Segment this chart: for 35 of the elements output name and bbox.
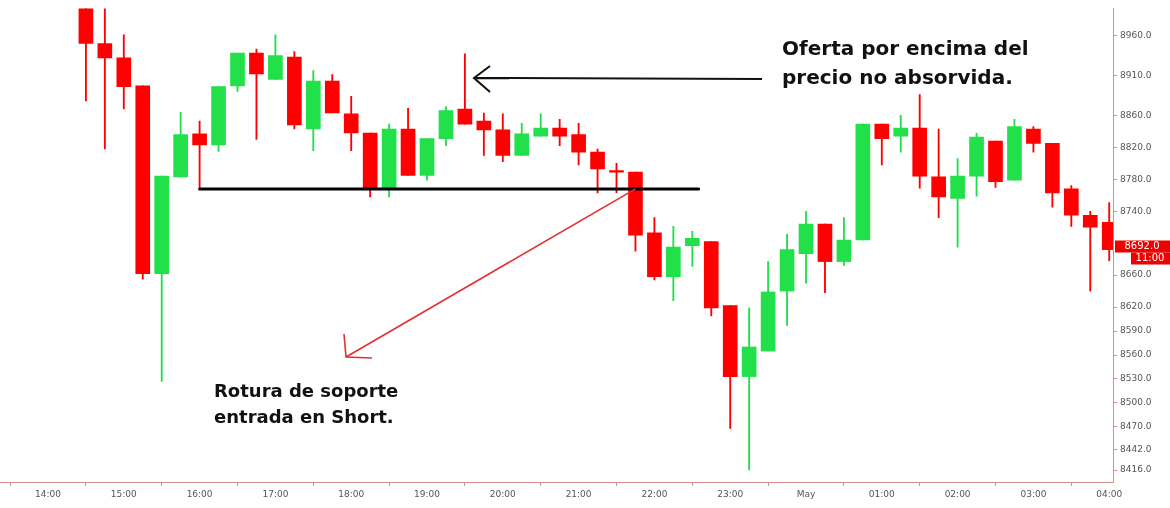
y-tick-label: 8620.0 (1120, 301, 1152, 312)
y-tick-label: 8470.0 (1120, 421, 1152, 432)
x-tick-label: May (796, 488, 816, 499)
text: 11:00 (1135, 252, 1165, 264)
x-tick-label: 02:00 (944, 488, 971, 499)
y-tick-label: 8500.0 (1120, 397, 1152, 408)
y-tick-label: 8416.0 (1120, 464, 1152, 475)
x-tick-label: 22:00 (641, 488, 668, 499)
x-tick-label: 15:00 (110, 488, 138, 499)
x-tick-label: 03:00 (1020, 488, 1047, 499)
y-tick-label: 8910.0 (1120, 69, 1152, 80)
x-tick-label: 17:00 (262, 488, 289, 499)
x-tick-label: 01:00 (868, 488, 896, 499)
y-tick-label: 8820.0 (1120, 141, 1152, 152)
y-tick-label: 8860.0 (1120, 109, 1152, 120)
x-tick-label: 04:00 (1096, 488, 1123, 499)
x-tick-label: 14:00 (35, 488, 62, 499)
x-tick-label: 23:00 (717, 488, 744, 499)
x-tick-label: 21:00 (565, 488, 592, 499)
x-tick-label: 20:00 (489, 488, 517, 499)
text: 8692.0 (1124, 240, 1160, 252)
annotation: Oferta por encima del precio no absorvida. (782, 35, 1030, 91)
y-tick-label: 8442.0 (1120, 443, 1152, 454)
y-tick-label: 8660.0 (1120, 269, 1152, 280)
x-tick-label: 16:00 (186, 488, 213, 499)
x-tick-label: 18:00 (338, 488, 365, 499)
y-tick-label: 8740.0 (1120, 205, 1152, 216)
y-tick-label: 8560.0 (1120, 349, 1152, 360)
y-tick-label: 8590.0 (1120, 325, 1152, 336)
candlestick (97, 8, 113, 150)
x-tick-label: 19:00 (414, 488, 441, 499)
y-tick-label: 8530.0 (1120, 373, 1152, 384)
y-tick-label: 8780.0 (1120, 173, 1152, 184)
y-tick-label: 8960.0 (1120, 29, 1152, 40)
annotation: Rotura de soporte entrada en Short. (214, 379, 400, 430)
